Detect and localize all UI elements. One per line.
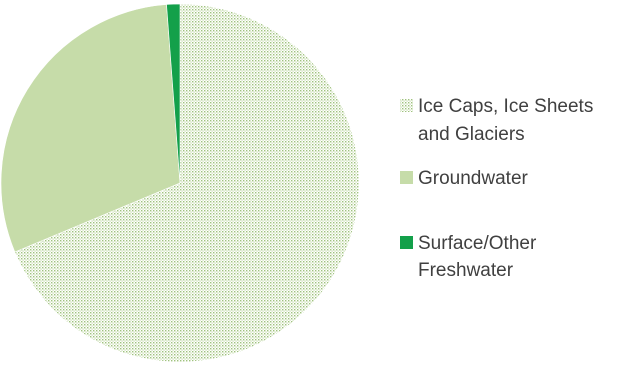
legend-swatch-groundwater — [400, 171, 413, 184]
pie-slice-ice-caps — [14, 3, 360, 363]
pie-slice-surface-other — [166, 3, 181, 184]
legend: Ice Caps, Ice Sheets and Glaciers Ground… — [400, 96, 593, 281]
legend-label-ice-caps-line1: Ice Caps, Ice Sheets — [418, 96, 593, 117]
legend-item-ice-caps: Ice Caps, Ice Sheets and Glaciers — [400, 96, 593, 145]
legend-label-groundwater: Groundwater — [418, 168, 529, 189]
legend-label-surface-other-line1: Surface/Other — [418, 233, 537, 254]
pie-slices — [0, 3, 360, 363]
legend-item-surface-other: Surface/Other Freshwater — [400, 233, 537, 281]
legend-swatch-surface-other — [400, 236, 413, 249]
pie-slice-groundwater — [0, 4, 181, 253]
legend-label-surface-other-line2: Freshwater — [418, 260, 514, 281]
legend-label-ice-caps-line2: and Glaciers — [418, 124, 525, 145]
legend-item-groundwater: Groundwater — [400, 168, 529, 189]
legend-swatch-ice-caps — [400, 99, 413, 112]
